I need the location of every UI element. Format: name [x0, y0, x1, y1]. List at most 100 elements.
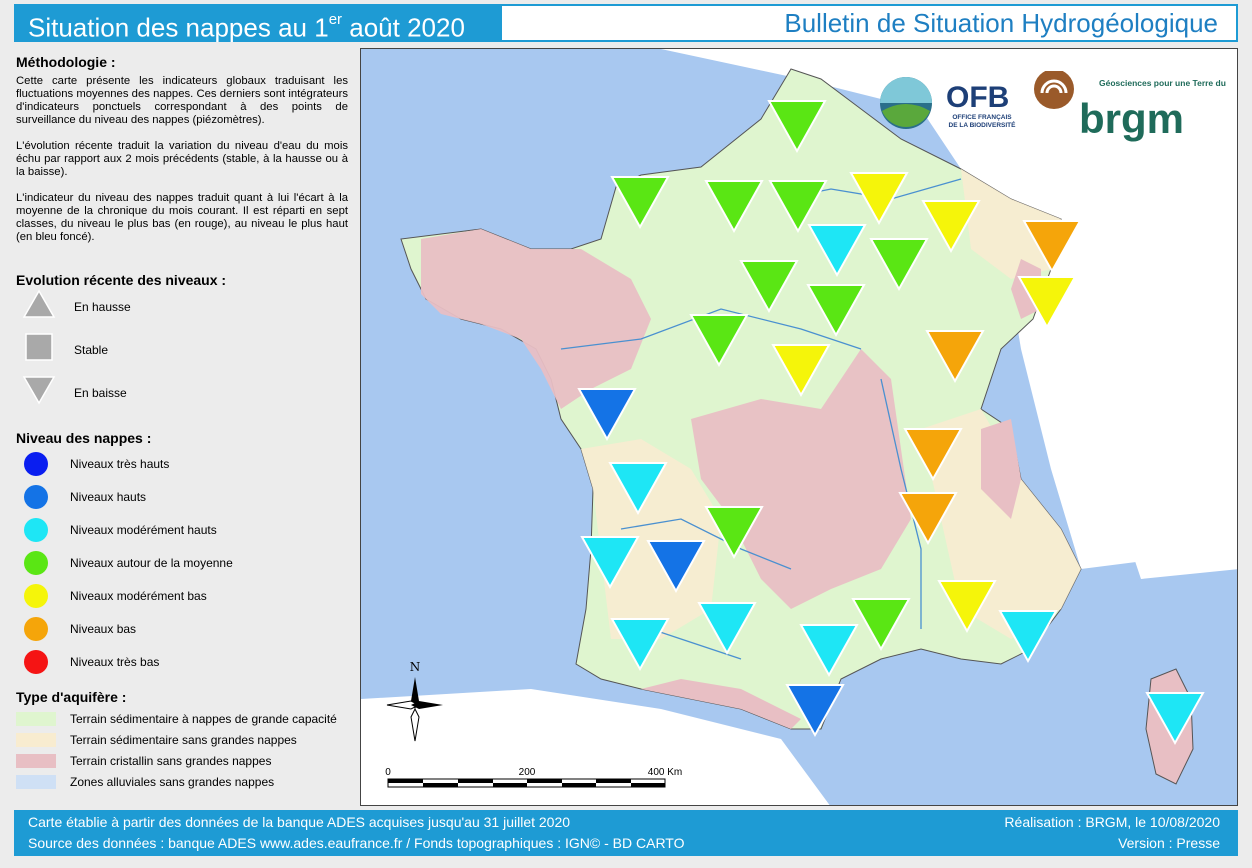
- methodology-paragraph: L'indicateur du niveau des nappes tradui…: [16, 192, 348, 243]
- methodology-paragraph: Cette carte présente les indicateurs glo…: [16, 75, 348, 126]
- page-subtitle: Bulletin de Situation Hydrogéologique: [500, 4, 1238, 42]
- scale-label: 400 Km: [648, 767, 682, 778]
- legend-label: Niveaux modérément hauts: [70, 523, 217, 537]
- level-marker-triangle-down-icon: [921, 200, 981, 254]
- legend-niveau-item: Niveaux autour de la moyenne: [24, 551, 324, 577]
- level-dot-icon: [24, 518, 48, 542]
- level-marker-triangle-down-icon: [806, 284, 866, 338]
- legend-aquifer-item: Zones alluviales sans grandes nappes: [16, 773, 352, 791]
- level-dot-icon: [24, 551, 48, 575]
- level-marker-triangle-down-icon: [869, 238, 929, 292]
- title-superscript: er: [328, 11, 343, 28]
- north-label: N: [410, 660, 421, 674]
- legend-niveau-item: Niveaux modérément bas: [24, 584, 324, 610]
- level-marker-triangle-down-icon: [646, 540, 706, 594]
- footer-version: Version : Presse: [1118, 835, 1220, 851]
- level-marker-triangle-down-icon: [898, 492, 958, 546]
- legend-label: Terrain sédimentaire à nappes de grande …: [70, 712, 337, 726]
- niveau-title: Niveau des nappes :: [16, 430, 152, 446]
- legend-item-baisse: En baisse: [18, 374, 318, 412]
- scale-bar: 0 200 400 Km: [385, 767, 682, 788]
- legend-aquifer-item: Terrain sédimentaire à nappes de grande …: [16, 710, 352, 728]
- legend-niveau-item: Niveaux très hauts: [24, 452, 324, 478]
- north-arrow-icon: N: [386, 660, 443, 742]
- level-marker-triangle-down-icon: [998, 610, 1058, 664]
- title-main: Situation des nappes au 1: [28, 12, 329, 43]
- title-date: août 2020: [342, 12, 465, 43]
- evolution-title: Evolution récente des niveaux :: [16, 272, 227, 288]
- aquifer-type-title: Type d'aquifère :: [16, 689, 127, 705]
- aquifer-swatch: [16, 775, 56, 789]
- legend-aquifer-item: Terrain sédimentaire sans grandes nappes: [16, 731, 352, 749]
- level-marker-triangle-down-icon: [785, 684, 845, 738]
- level-marker-triangle-down-icon: [610, 618, 670, 672]
- level-marker-triangle-down-icon: [807, 224, 867, 278]
- brgm-tagline: Géosciences pour une Terre durable: [1099, 78, 1226, 88]
- legend-label: Stable: [74, 343, 109, 357]
- legend-label: Zones alluviales sans grandes nappes: [70, 775, 275, 789]
- level-marker-triangle-down-icon: [799, 624, 859, 678]
- legend-label: Terrain cristallin sans grandes nappes: [70, 754, 272, 768]
- footer: Carte établie à partir des données de la…: [14, 810, 1238, 856]
- level-marker-triangle-down-icon: [1017, 276, 1077, 330]
- level-dot-icon: [24, 452, 48, 476]
- logos: OFB OFFICE FRANÇAIS DE LA BIODIVERSITÉ G…: [876, 71, 1226, 151]
- legend-label: Niveaux autour de la moyenne: [70, 556, 233, 570]
- ofb-logo-text: OFB: [946, 81, 1009, 114]
- level-marker-triangle-down-icon: [768, 180, 828, 234]
- aquifer-swatch: [16, 712, 56, 726]
- legend-item-hausse: En hausse: [18, 288, 318, 326]
- methodology-text: Cette carte présente les indicateurs glo…: [16, 75, 348, 257]
- legend-label: Niveaux hauts: [70, 490, 147, 504]
- scale-label: 200: [519, 767, 536, 778]
- level-dot-icon: [24, 617, 48, 641]
- level-marker-triangle-down-icon: [697, 602, 757, 656]
- level-dot-icon: [24, 584, 48, 608]
- legend-label: Terrain sédimentaire sans grandes nappes: [70, 733, 297, 747]
- level-marker-triangle-down-icon: [1022, 220, 1082, 274]
- level-dot-icon: [24, 485, 48, 509]
- methodology-paragraph: L'évolution récente traduit la variation…: [16, 140, 348, 178]
- legend-label: Niveaux très hauts: [70, 457, 170, 471]
- legend-label: Niveaux très bas: [70, 655, 160, 669]
- triangle-up-icon: [22, 289, 56, 318]
- legend-label: Niveaux modérément bas: [70, 589, 207, 603]
- page-title: Situation des nappes au 1er août 2020: [14, 4, 500, 43]
- aquifer-swatch: [16, 733, 56, 747]
- level-marker-triangle-down-icon: [739, 260, 799, 314]
- level-marker-triangle-down-icon: [580, 536, 640, 590]
- level-marker-triangle-down-icon: [771, 344, 831, 398]
- ofb-logo-sub: DE LA BIODIVERSITÉ: [949, 120, 1017, 129]
- level-marker-triangle-down-icon: [1145, 692, 1205, 746]
- legend-aquifer-item: Terrain cristallin sans grandes nappes: [16, 752, 352, 770]
- legend-panel: Méthodologie : Cette carte présente les …: [14, 48, 354, 808]
- level-marker-triangle-down-icon: [608, 462, 668, 516]
- level-marker-triangle-down-icon: [937, 580, 997, 634]
- legend-label: En hausse: [74, 300, 131, 314]
- square-icon: [25, 333, 53, 361]
- level-marker-triangle-down-icon: [767, 100, 827, 154]
- ofb-logo-sub: OFFICE FRANÇAIS: [952, 114, 1012, 121]
- legend-niveau-item: Niveaux hauts: [24, 485, 324, 511]
- legend-niveau-item: Niveaux modérément hauts: [24, 518, 324, 544]
- level-marker-triangle-down-icon: [704, 506, 764, 560]
- level-marker-triangle-down-icon: [689, 314, 749, 368]
- footer-realisation: Réalisation : BRGM, le 10/08/2020: [1004, 814, 1220, 830]
- level-marker-triangle-down-icon: [577, 388, 637, 442]
- ofb-logo-icon: [880, 77, 932, 129]
- level-dot-icon: [24, 650, 48, 674]
- level-marker-triangle-down-icon: [849, 172, 909, 226]
- level-marker-triangle-down-icon: [610, 176, 670, 230]
- footer-source-data: Source des données : banque ADES www.ade…: [28, 835, 685, 851]
- methodology-title: Méthodologie :: [16, 54, 116, 70]
- hydrogeology-map: N 0 200 400 Km OFB OFFIC: [360, 48, 1238, 806]
- scale-label: 0: [385, 767, 391, 778]
- france-map: N 0 200 400 Km: [361, 49, 1237, 805]
- aquifer-swatch: [16, 754, 56, 768]
- legend-niveau-item: Niveaux très bas: [24, 650, 324, 676]
- triangle-down-icon: [22, 376, 56, 405]
- brgm-logo-icon: [1034, 71, 1074, 109]
- level-marker-triangle-down-icon: [925, 330, 985, 384]
- legend-label: En baisse: [74, 386, 127, 400]
- level-marker-triangle-down-icon: [903, 428, 963, 482]
